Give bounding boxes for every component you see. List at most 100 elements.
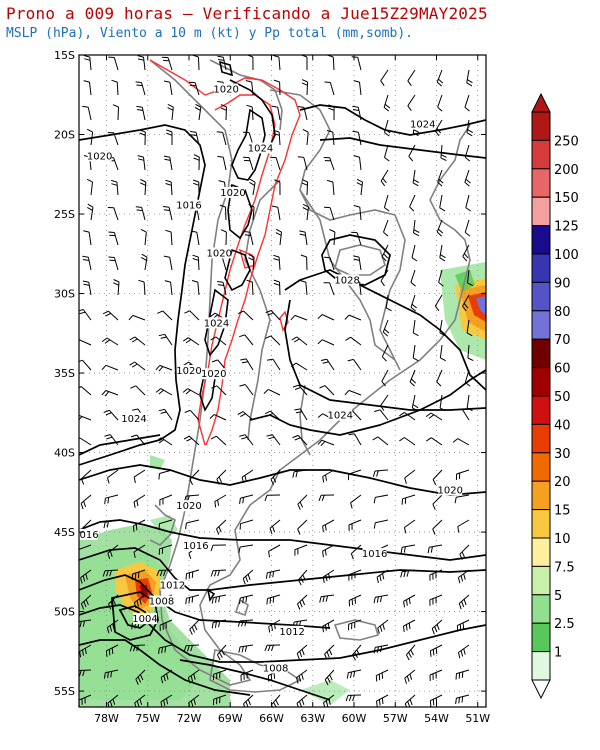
isobar-label-bg [79,528,98,540]
wind-barb [102,310,119,321]
wind-barb [210,336,227,346]
longitude-labels: 78W 75W 72W 69W 66W 63W 60W 57W 54W 51W [94,712,490,725]
wind-barb [209,414,227,421]
colorbar-segment [531,253,551,283]
wind-barb [380,169,389,187]
wind-barb [403,594,416,608]
wind-barb [266,434,281,446]
wind-barb [319,385,335,396]
lat-label: 30S [54,288,75,301]
colorbar-label: 10 [554,532,571,547]
wind-barb [270,156,281,171]
wind-barb [317,439,335,447]
wind-barb [245,80,254,96]
latitude-labels: 15S 20S 25S 30S 35S 40S 45S 50S 55S [54,49,75,698]
wind-barb [217,55,227,71]
wind-barb [323,282,335,296]
wind-barb [439,319,446,337]
wind-barb [193,154,200,171]
wind-barb [135,206,146,221]
wind-barb [191,280,200,296]
wind-barb [352,130,362,146]
colorbar-label: 50 [554,390,571,405]
wind-barb [374,409,389,421]
wind-barb [410,269,416,287]
wind-barb [264,410,281,421]
wind-barb [353,255,362,271]
wind-barb [322,569,335,583]
isobar-label-bg [280,625,305,637]
wind-barb [79,619,92,628]
wind-barb [192,179,200,196]
wind-barb [404,469,416,484]
wind-barb [294,544,308,556]
wind-barb [104,434,119,446]
wind-barb [302,128,309,146]
wind-barb [385,294,392,312]
wind-barb [356,178,363,196]
lon-label: 78W [94,712,119,725]
isobar-label-bg [410,118,435,130]
wind-barb [459,544,470,560]
wind-barb [108,231,119,246]
wind-barb [167,103,174,121]
colorbar-label: 200 [554,163,579,178]
isobar-labels: 1020 1024 1020 1024 1020 1016 1020 1028 1024 1020… [79,83,463,674]
wind-barb [239,494,254,505]
wind-barb [413,219,420,237]
wind-barb [129,361,146,371]
isobar-label: 1012 [279,627,304,638]
colorbar-label: 30 [554,447,571,462]
wind-barb [108,256,119,271]
wind-barb [244,231,254,246]
wind-barb [107,694,119,707]
wind-barb [79,414,92,421]
isobar-label: 1020 [438,485,463,496]
lat-label: 25S [54,208,75,221]
wind-barb [352,105,362,121]
wind-barb [291,336,308,346]
wind-barb [239,384,254,396]
wind-barb [158,644,173,654]
wind-barb [462,294,470,312]
isobar-label-bg [183,539,208,551]
wind-barb [292,469,308,478]
wind-barb [383,219,389,237]
wind-barb [166,129,173,145]
wind-barb [381,244,389,262]
wind-barb [163,80,173,96]
wind-barb [296,669,308,684]
wind-barb [79,544,92,556]
wind-barb [190,131,200,146]
wind-barb [399,411,416,421]
isobar-label-bg [122,412,146,424]
wind-barb [216,644,227,661]
wind-barb [183,337,200,346]
wind-barb [329,229,336,246]
isobar-label-bg [133,613,157,625]
wind-barb [400,569,416,578]
wind-barb [183,435,200,446]
colorbar-segment [531,565,551,596]
wind-barb [238,544,254,553]
wind-barb [162,56,173,71]
isobar-label-bg [362,547,387,559]
wind-barb [133,494,146,508]
wind-barb [297,569,308,586]
wind-barb [155,364,173,372]
isobar-label: 1020 [207,248,232,259]
wind-barb [426,437,443,446]
wind-barb [273,279,281,296]
wind-barb [462,244,470,262]
wind-barb [353,80,362,96]
lat-label: 15S [54,49,75,62]
colorbar-label: 60 [554,362,571,377]
wind-barb [326,179,335,196]
wind-barb [457,519,470,533]
isobar-label-bg [87,150,112,162]
colorbar-segment [531,651,551,681]
wind-barb [268,544,281,558]
colorbar-segment [531,509,551,539]
wind-barb [133,594,146,609]
